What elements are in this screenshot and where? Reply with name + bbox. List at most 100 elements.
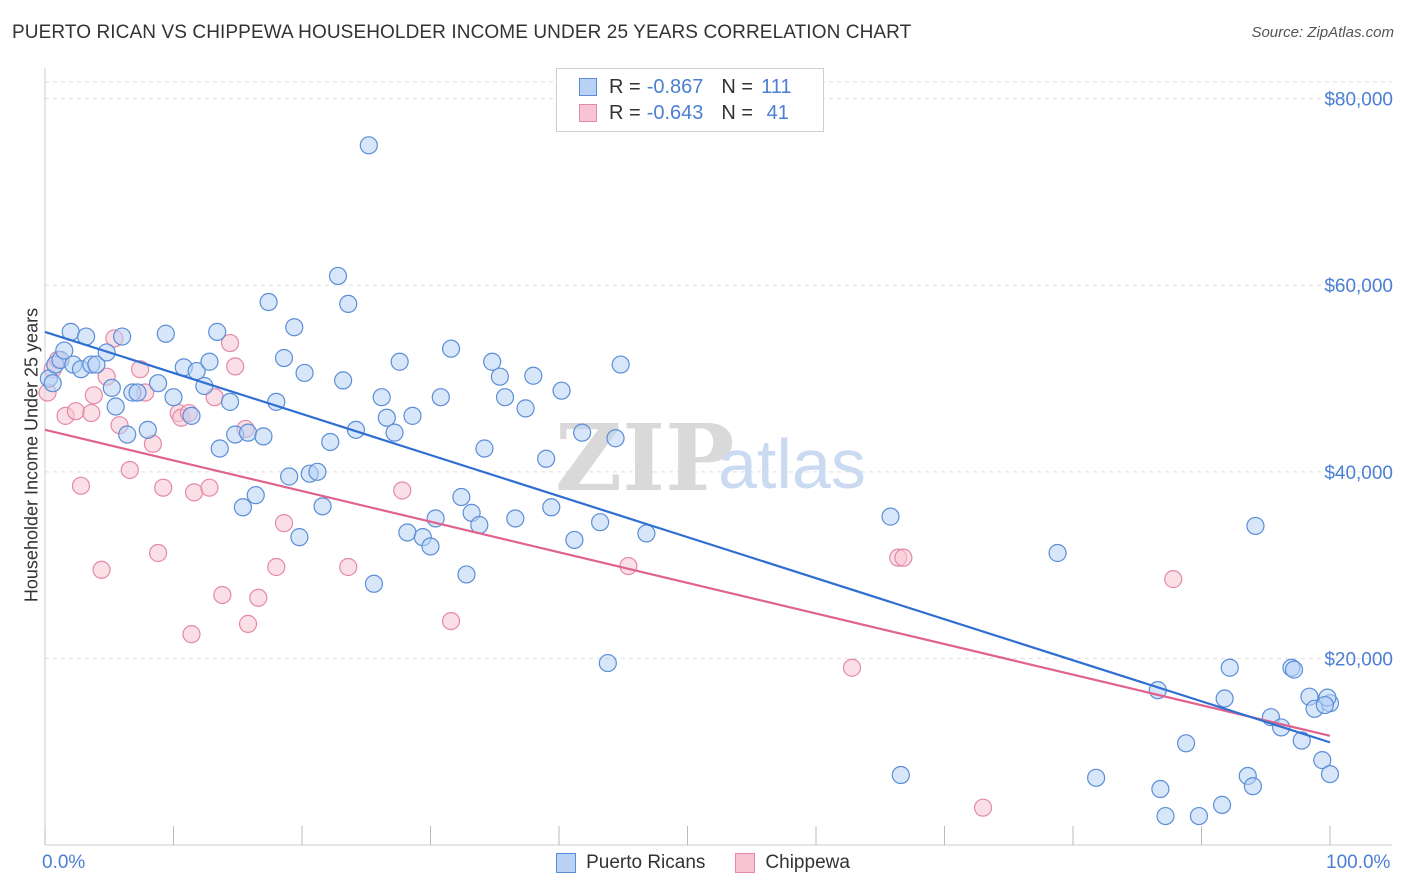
chippewa-point <box>619 556 638 576</box>
puerto-rican-point <box>285 318 304 337</box>
puerto-rican-point <box>1220 658 1239 677</box>
puerto-rican-point <box>182 406 201 425</box>
puerto-rican-point <box>565 530 584 550</box>
legend-row-puerto-ricans: R = -0.867 N = 111 <box>557 74 792 100</box>
puerto-rican-point <box>259 292 278 312</box>
puerto-rican-point <box>891 765 910 785</box>
watermark-atlas: atlas <box>718 425 866 503</box>
series-swatch-pink <box>735 853 756 873</box>
chippewa-point <box>973 798 993 817</box>
chippewa-point <box>238 614 258 633</box>
correlation-legend: R = -0.867 N = 111 R = -0.643 N = 41 <box>556 68 824 132</box>
puerto-rican-point <box>156 324 175 343</box>
puerto-rican-point <box>87 355 106 374</box>
legend-r-label: R = <box>609 101 641 124</box>
puerto-rican-point <box>516 399 535 418</box>
puerto-rican-point <box>128 383 147 402</box>
puerto-rican-point <box>138 420 157 439</box>
series-legend-label: Chippewa <box>765 852 850 873</box>
chippewa-point <box>82 403 101 423</box>
puerto-rican-point <box>495 388 515 407</box>
puerto-rican-point <box>372 388 391 407</box>
legend-n-value: 111 <box>761 75 792 98</box>
puerto-rican-point <box>611 355 630 374</box>
chart-source: Source: ZipAtlas.com <box>1251 24 1394 41</box>
puerto-rican-point <box>1284 660 1304 679</box>
puerto-rican-trend-line <box>44 330 1331 744</box>
puerto-rican-point <box>1087 768 1106 787</box>
puerto-rican-point <box>398 523 417 542</box>
legend-r-label: R = <box>609 75 641 98</box>
puerto-rican-point <box>452 487 471 507</box>
chippewa-point <box>130 360 150 379</box>
y-axis-label: Householder Income Under 25 years <box>21 307 42 603</box>
puerto-rican-point <box>1292 731 1311 750</box>
chippewa-point <box>154 478 173 497</box>
chippewa-point <box>120 460 139 480</box>
chippewa-point <box>184 483 204 502</box>
puerto-rican-point <box>328 266 348 286</box>
puerto-rican-point <box>339 294 358 314</box>
puerto-rican-point <box>606 429 625 448</box>
puerto-rican-point <box>1313 751 1332 770</box>
chippewa-point <box>267 557 286 577</box>
chippewa-point <box>92 560 111 579</box>
puerto-rican-point <box>308 462 327 481</box>
chippewa-point <box>842 658 862 677</box>
chippewa-trend-line <box>44 428 1331 737</box>
x-tick-label-right: 100.0% <box>1326 852 1391 873</box>
puerto-rican-point <box>148 374 168 393</box>
chippewa-point <box>339 557 358 577</box>
puerto-rican-point <box>542 498 561 517</box>
chippewa-point <box>1164 570 1183 589</box>
chart-title: PUERTO RICAN VS CHIPPEWA HOUSEHOLDER INC… <box>12 22 912 43</box>
puerto-rican-point <box>881 507 900 526</box>
puerto-rican-point <box>1246 516 1265 536</box>
puerto-rican-point <box>1189 806 1209 826</box>
puerto-rican-point <box>55 341 74 360</box>
y-tick-label: $40,000 <box>1324 463 1393 484</box>
puerto-rican-point <box>246 486 265 505</box>
puerto-rican-point <box>1243 777 1263 796</box>
puerto-rican-point <box>457 565 476 584</box>
puerto-rican-point <box>359 136 378 155</box>
puerto-rican-point <box>1156 806 1175 826</box>
puerto-rican-point <box>377 408 396 427</box>
chippewa-point <box>148 543 168 563</box>
chippewa-point <box>66 402 85 421</box>
puerto-rican-point <box>441 339 461 358</box>
legend-r-value: -0.643 <box>646 101 704 124</box>
y-tick-label: $80,000 <box>1324 90 1393 111</box>
chippewa-point <box>200 478 219 497</box>
puerto-rican-point <box>43 374 62 393</box>
puerto-rican-point <box>295 363 314 383</box>
puerto-rican-point <box>524 366 543 385</box>
chippewa-point <box>226 357 245 376</box>
chippewa-point <box>84 386 103 405</box>
puerto-rican-point <box>552 381 571 400</box>
series-legend: Puerto Ricans Chippewa <box>0 852 1406 874</box>
puerto-rican-point <box>102 378 121 397</box>
puerto-rican-point <box>290 528 309 547</box>
puerto-rican-point <box>346 420 366 439</box>
puerto-rican-point <box>1048 543 1067 563</box>
puerto-rican-point <box>321 432 340 452</box>
legend-n-value: 41 <box>761 101 789 124</box>
puerto-rican-point <box>164 388 183 407</box>
puerto-rican-point <box>233 498 252 517</box>
puerto-rican-point <box>1215 689 1234 708</box>
puerto-rican-point <box>483 352 502 371</box>
series-swatch-blue <box>556 853 577 873</box>
puerto-rican-point <box>385 423 404 442</box>
puerto-rican-point <box>490 367 509 386</box>
puerto-rican-point <box>1320 764 1340 784</box>
puerto-rican-point <box>106 397 125 416</box>
chippewa-point <box>220 333 240 353</box>
puerto-rican-point <box>1212 795 1232 814</box>
puerto-rican-point <box>220 392 240 411</box>
chippewa-point <box>213 585 232 605</box>
legend-n-label: N = <box>721 101 754 124</box>
puerto-rican-point <box>210 439 229 458</box>
chippewa-point <box>249 588 268 607</box>
